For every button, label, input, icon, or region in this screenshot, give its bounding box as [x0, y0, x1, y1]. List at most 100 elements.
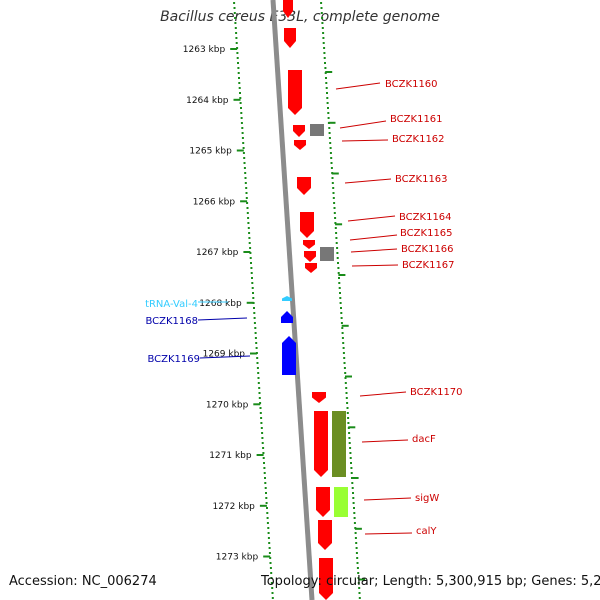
tick-mark [250, 352, 257, 355]
feature-block [334, 487, 348, 517]
gene-label-right: BCZK1170 [410, 387, 463, 398]
tick-mark [325, 71, 333, 73]
ruler-dot-right [334, 222, 337, 224]
ruler-dot-right [352, 502, 355, 504]
gene-label-right: BCZK1161 [390, 114, 443, 125]
ruler-dot-right [322, 42, 325, 44]
ruler-dot-right [350, 467, 353, 469]
ruler-dot-left [251, 287, 254, 289]
ruler-dot-left [258, 397, 261, 399]
label-leader [347, 215, 396, 222]
ruler-dot-left [248, 237, 251, 239]
gene-label-right: dacF [412, 434, 436, 445]
ruler-dot-left [258, 387, 261, 389]
gene-arrow [282, 336, 296, 375]
ruler-dot-left [251, 282, 254, 284]
ruler-dot-left [270, 572, 273, 574]
ruler-dot-right [320, 2, 323, 4]
ruler-dot-right [347, 422, 350, 424]
tick-mark [259, 504, 267, 507]
ruler-dot-right [321, 27, 324, 29]
ruler-dot-right [326, 92, 328, 94]
ruler-dot-right [335, 242, 338, 244]
ruler-dot-right [357, 577, 360, 579]
gene-arrow [281, 311, 293, 323]
ruler-dot-right [340, 312, 343, 314]
ruler-dot-left [256, 362, 259, 364]
ruler-dot-right [324, 67, 327, 69]
ruler-dot-right [342, 352, 345, 354]
ruler-dot-right [321, 22, 324, 24]
label-leader [335, 82, 381, 90]
tick-label: 1264 kbp [186, 96, 229, 106]
tick-label: 1270 kbp [206, 400, 249, 410]
ruler-dot-left [262, 452, 265, 454]
ruler-dot-right [337, 272, 340, 274]
ruler-dot-left [260, 417, 263, 419]
ruler-dot-left [237, 72, 240, 74]
ruler-dot-right [346, 407, 349, 409]
ruler-dot-left [259, 412, 262, 414]
ruler-dot-right [340, 322, 343, 324]
label-leader [361, 439, 409, 443]
ruler-dot-left [265, 502, 268, 504]
label-leader [364, 532, 413, 535]
label-leader [363, 497, 412, 501]
ruler-dot-left [233, 2, 236, 4]
ruler-dot-right [320, 12, 323, 14]
ruler-dot-left [234, 17, 237, 19]
ruler-dot-right [354, 537, 357, 539]
ruler-dot-right [342, 347, 345, 349]
ruler-dot-right [326, 97, 329, 99]
ruler-dot-right [337, 267, 340, 269]
ruler-dot-left [237, 62, 239, 64]
ruler-dot-right [334, 217, 337, 219]
ruler-dot-left [244, 182, 247, 184]
ruler-dot-left [265, 492, 267, 494]
gene-arrow [304, 251, 316, 262]
label-leader [350, 248, 398, 253]
tick-mark [256, 454, 264, 456]
ruler-dot-right [353, 507, 355, 509]
ruler-dot-right [325, 77, 327, 79]
ruler-dot-right [352, 492, 354, 494]
tick-label: 1268 kbp [199, 299, 242, 309]
ruler-dot-right [350, 462, 352, 464]
ruler-dot-right [321, 17, 324, 19]
ruler-dot-right [348, 432, 351, 434]
ruler-dot-left [246, 212, 249, 214]
ruler-dot-right [344, 372, 347, 374]
ruler-dot-left [235, 42, 238, 44]
ruler-dot-right [355, 547, 358, 549]
ruler-dot-right [323, 52, 326, 54]
ruler-dot-left [259, 407, 262, 409]
ruler-dot-right [339, 297, 342, 299]
ruler-dot-right [333, 207, 336, 209]
ruler-dot-left [239, 97, 242, 99]
tick-mark [351, 477, 359, 479]
feature-block [332, 411, 346, 477]
ruler-dot-left [247, 222, 250, 224]
ruler-dot-left [262, 447, 265, 449]
ruler-dot-left [234, 22, 237, 24]
ruler-dot-right [331, 182, 334, 184]
ruler-dot-right [335, 237, 338, 239]
gene-arrow [312, 392, 326, 403]
tick-mark [233, 98, 241, 101]
accession-text: Accession: NC_006274 [9, 574, 157, 589]
ruler-dot-left [242, 142, 245, 144]
ruler-dot-right [328, 132, 331, 134]
ruler-dot-left [256, 357, 259, 359]
ruler-dot-right [340, 307, 342, 309]
ruler-dot-right [343, 362, 346, 364]
tick-mark [240, 200, 248, 203]
gene-arrow [319, 558, 333, 600]
gene-arrow [303, 240, 315, 249]
ruler-dot-right [340, 317, 343, 319]
ruler-dot-right [330, 162, 333, 164]
ruler-dot-left [252, 292, 254, 294]
gene-label-right: BCZK1160 [385, 79, 438, 90]
ruler-dot-right [328, 137, 331, 139]
ruler-dot-left [259, 402, 262, 404]
ruler-dot-left [249, 257, 252, 259]
